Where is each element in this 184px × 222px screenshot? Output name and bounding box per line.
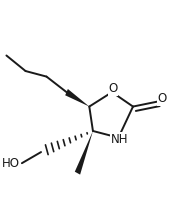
Polygon shape xyxy=(75,131,93,175)
Text: HO: HO xyxy=(2,157,20,170)
Text: NH: NH xyxy=(111,133,129,146)
Polygon shape xyxy=(65,89,89,107)
Text: O: O xyxy=(158,92,167,105)
Text: O: O xyxy=(108,82,118,95)
